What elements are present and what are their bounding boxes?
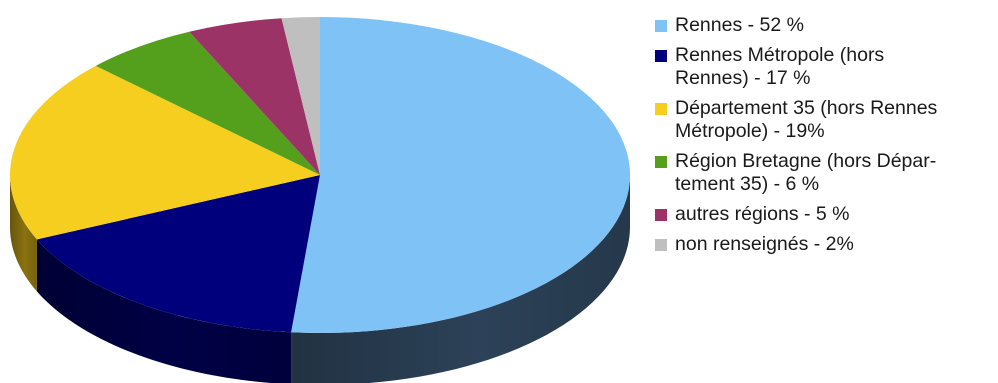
legend-item: Région Bretagne (hors Dépar- tement 35) …: [655, 150, 995, 196]
legend: Rennes - 52 % Rennes Métropole (hors Renn…: [655, 14, 995, 263]
legend-item: non renseignés - 2%: [655, 233, 995, 256]
legend-label: Rennes Métropole (hors Rennes) - 17 %: [675, 44, 885, 89]
legend-swatch: [655, 103, 667, 115]
legend-label: autres régions - 5 %: [675, 203, 850, 225]
pie-slice-0: [291, 16, 631, 333]
pie-tops: [9, 16, 631, 333]
legend-swatch: [655, 156, 667, 168]
pie-sides: [10, 175, 630, 383]
legend-swatch: [655, 209, 667, 221]
pie-slice-side-shade-0: [291, 175, 630, 383]
legend-label: Région Bretagne (hors Dépar- tement 35) …: [675, 150, 937, 195]
legend-swatch: [655, 239, 667, 251]
pie-slice-5: [281, 17, 320, 175]
pie-slice-side-shade-1: [36, 239, 292, 383]
pie-slice-2: [9, 65, 321, 240]
pie-slice-4: [189, 18, 320, 175]
pie-slice-1: [36, 175, 321, 333]
legend-swatch: [655, 50, 667, 62]
legend-item: Rennes Métropole (hors Rennes) - 17 %: [655, 44, 995, 90]
legend-label: non renseignés - 2%: [675, 233, 854, 255]
legend-swatch: [655, 20, 667, 32]
legend-item: autres régions - 5 %: [655, 203, 995, 226]
legend-label: Rennes - 52 %: [675, 14, 804, 36]
pie-slice-side-shade-2: [10, 175, 37, 292]
pie-slice-3: [95, 31, 321, 175]
legend-item: Rennes - 52 %: [655, 14, 995, 37]
legend-item: Département 35 (hors Rennes Métropole) -…: [655, 97, 995, 143]
legend-label: Département 35 (hors Rennes Métropole) -…: [675, 97, 938, 142]
